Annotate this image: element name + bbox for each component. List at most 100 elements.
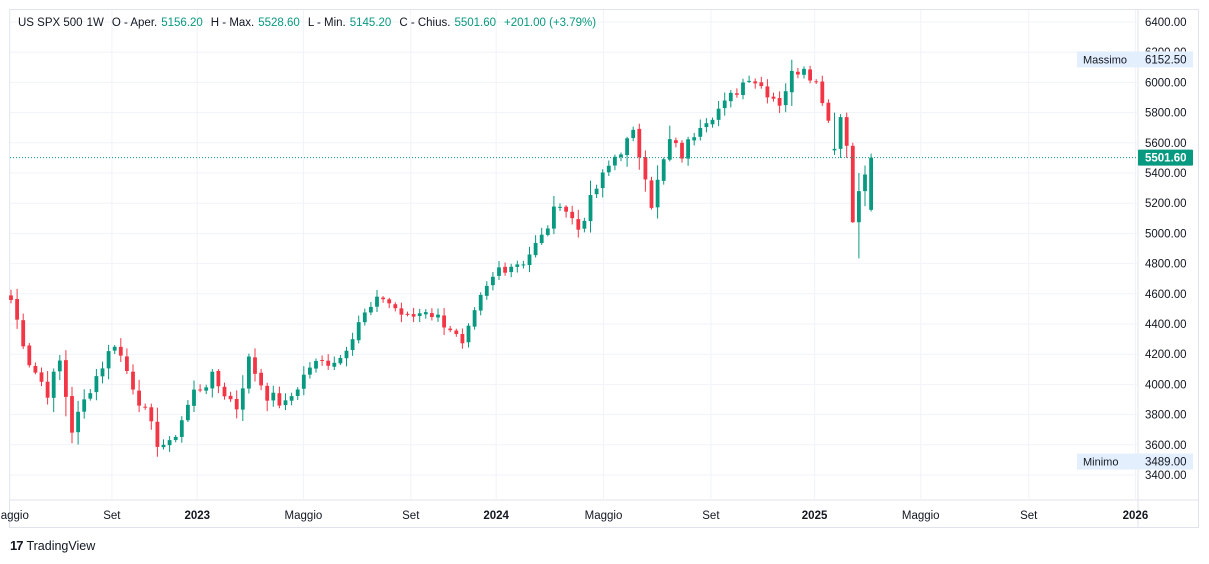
- legend-low-label: L - Min.: [307, 17, 346, 29]
- candle-body: [265, 385, 270, 401]
- candle-body: [667, 139, 672, 160]
- candle-body: [515, 264, 520, 267]
- candle-body: [491, 276, 495, 286]
- candle-body: [503, 266, 507, 273]
- candle-body: [387, 299, 392, 304]
- candle-body: [430, 313, 434, 318]
- candle-body: [674, 140, 678, 144]
- candle-body: [814, 81, 819, 83]
- candle-body: [399, 308, 404, 315]
- x-tick-label: Maggio: [0, 510, 29, 522]
- legend-close-value: 5501.60: [454, 17, 497, 29]
- candle-body: [869, 157, 873, 210]
- legend-high-value: 5528.60: [258, 17, 300, 29]
- legend-low-value: 5145.20: [349, 17, 392, 29]
- x-tick-label: 2023: [184, 510, 210, 522]
- candle-body: [362, 312, 367, 323]
- last-price-value: 5501.60: [1145, 153, 1187, 165]
- candle-body: [27, 345, 32, 366]
- x-tick-label: 2025: [802, 510, 828, 522]
- candle-body: [271, 392, 276, 401]
- candle-body: [155, 421, 160, 447]
- candle-body: [350, 339, 355, 350]
- y-tick-label: 5200.00: [1145, 198, 1187, 210]
- candle-body: [167, 440, 172, 446]
- y-tick-label: 4200.00: [1145, 349, 1187, 361]
- candle-body: [9, 295, 13, 300]
- candle-body: [570, 211, 575, 219]
- candle-body: [484, 285, 489, 296]
- candle-body: [338, 357, 343, 364]
- legend-interval: 1W: [86, 17, 104, 29]
- candle-body: [777, 98, 782, 106]
- candle-body: [179, 420, 184, 437]
- candle-body: [381, 297, 385, 300]
- candle-body: [527, 254, 532, 266]
- candle-body: [405, 313, 410, 315]
- candle-body: [588, 195, 593, 222]
- candle-body: [448, 328, 453, 331]
- candle-body: [417, 313, 422, 317]
- y-tick-label: 4800.00: [1145, 259, 1187, 271]
- candle-body: [143, 406, 148, 408]
- x-tick-label: Set: [103, 510, 121, 522]
- candle-body: [789, 70, 794, 93]
- candle-body: [613, 156, 617, 166]
- candle-body: [722, 100, 727, 109]
- min-label-text: Minimo: [1083, 457, 1118, 469]
- y-tick-label: 5600.00: [1145, 138, 1187, 150]
- candle-body: [295, 389, 300, 396]
- y-tick-label: 3400.00: [1145, 470, 1187, 482]
- candle-body: [686, 139, 690, 159]
- candle-body: [466, 325, 471, 343]
- candle-body: [76, 411, 80, 433]
- candle-body: [631, 129, 636, 139]
- x-tick-label: 2024: [483, 510, 509, 522]
- candle-body: [137, 390, 141, 406]
- candle-body: [820, 81, 825, 104]
- y-tick-label: 4400.00: [1145, 319, 1187, 331]
- candle-body: [521, 264, 526, 266]
- candle-body: [222, 386, 227, 397]
- tradingview-footer[interactable]: 17 TradingView: [10, 538, 95, 553]
- candle-body: [606, 165, 611, 173]
- y-tick-label: 5800.00: [1145, 108, 1187, 120]
- legend-open-label: O - Aper.: [111, 17, 158, 29]
- candle-body: [161, 444, 166, 448]
- candle-body: [771, 96, 776, 99]
- candle-body: [21, 320, 26, 347]
- candle-body: [478, 294, 483, 311]
- candle-body: [210, 371, 215, 389]
- y-tick-label: 4600.00: [1145, 289, 1187, 301]
- candle-body: [356, 322, 361, 341]
- candle-body: [759, 82, 764, 87]
- candle-body: [826, 102, 831, 121]
- candle-body: [375, 296, 379, 307]
- x-tick-label: Maggio: [902, 510, 940, 522]
- candle-body: [39, 372, 44, 382]
- y-tick-label: 6000.00: [1145, 77, 1187, 89]
- candle-body: [423, 312, 428, 315]
- max-label-bg: [1077, 51, 1193, 68]
- candle-body: [808, 69, 812, 81]
- x-tick-label: 2026: [1123, 510, 1149, 522]
- candle-body: [301, 374, 306, 389]
- candle-body: [411, 314, 416, 317]
- candle-body: [240, 388, 245, 410]
- min-label-value: 3489.00: [1145, 457, 1187, 469]
- candle-body: [57, 360, 62, 372]
- candle-body: [545, 228, 550, 235]
- candle-body: [454, 330, 459, 334]
- candle-body: [289, 396, 294, 401]
- candle-body: [716, 108, 721, 120]
- candle-body: [832, 148, 837, 151]
- y-tick-label: 5000.00: [1145, 228, 1187, 240]
- candle-body: [100, 368, 105, 377]
- x-tick-label: Maggio: [285, 510, 323, 522]
- y-tick-label: 5400.00: [1145, 168, 1187, 180]
- candle-body: [783, 91, 788, 106]
- candle-body: [625, 138, 629, 156]
- candle-body: [582, 220, 587, 229]
- legend-open-value: 5156.20: [161, 17, 203, 29]
